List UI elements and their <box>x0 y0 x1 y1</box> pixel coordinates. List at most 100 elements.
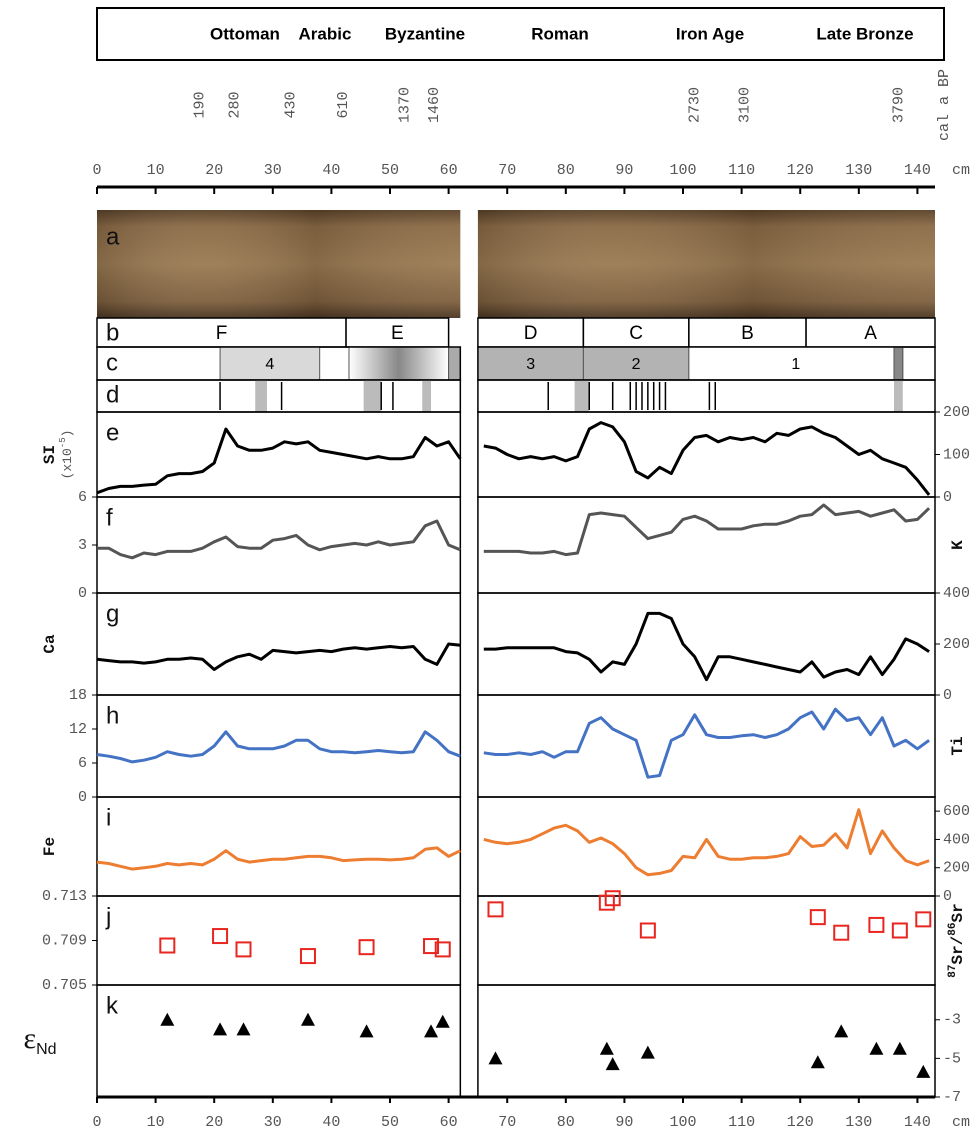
x-tick-label: 100 <box>670 162 697 179</box>
y-tick-label: 100 <box>943 446 970 463</box>
unit-label: B <box>741 323 754 344</box>
data-point <box>891 922 908 939</box>
panel-letter: h <box>106 702 119 729</box>
data-point <box>604 890 621 907</box>
y-tick-label: -3 <box>943 1012 961 1029</box>
data-point <box>916 1064 931 1078</box>
panel-frame <box>96 496 462 594</box>
data-point <box>599 1041 614 1055</box>
data-line <box>97 503 931 560</box>
panel-frame <box>477 496 936 594</box>
panel-frame <box>96 379 462 413</box>
panel-frame <box>477 694 936 798</box>
data-point <box>640 1045 655 1059</box>
data-point <box>639 922 656 939</box>
data-point <box>424 1024 439 1038</box>
data-point <box>299 948 316 965</box>
x-tick-label: 60 <box>440 162 458 179</box>
panel-frame <box>477 379 936 413</box>
marker-band <box>255 380 267 412</box>
data-point <box>868 916 885 933</box>
unit-label: A <box>864 323 877 344</box>
y-axis-label: 87Sr/86Sr <box>947 903 967 977</box>
y-tick-label: -5 <box>943 1050 961 1067</box>
x-tick-label: 20 <box>205 1114 223 1131</box>
age-label: 280 <box>227 91 244 118</box>
data-line <box>96 707 930 779</box>
period-label: Byzantine <box>385 24 465 43</box>
zone-label: 4 <box>265 356 274 373</box>
y-axis-label-part: 87 <box>947 965 959 978</box>
panel-frame <box>477 411 936 498</box>
panel-frame <box>96 984 462 1098</box>
x-tick-label: 40 <box>322 162 340 179</box>
data-point <box>300 1012 315 1026</box>
period-label: Ottoman <box>210 24 280 43</box>
panel-frame <box>477 796 936 897</box>
y-tick-label: 400 <box>943 585 970 602</box>
period-box <box>96 7 945 61</box>
data-point <box>213 1022 228 1036</box>
x-tick-label: 90 <box>615 162 633 179</box>
x-unit: cm <box>952 162 970 179</box>
x-tick-label: 130 <box>845 162 872 179</box>
age-label: 1460 <box>426 87 443 123</box>
x-tick-label: 100 <box>670 1114 697 1131</box>
y-tick-label: 0 <box>943 687 952 704</box>
unit-label: C <box>629 323 643 344</box>
x-tick-label: 0 <box>92 162 101 179</box>
panel-letter: i <box>106 804 111 831</box>
panel-frame <box>96 796 462 897</box>
panel-letter: d <box>106 381 119 408</box>
y-tick-label: 200 <box>943 636 970 653</box>
zone-label: 2 <box>632 356 641 373</box>
data-point <box>598 894 615 911</box>
zone-label: 1 <box>791 356 800 373</box>
y-tick-label: 0 <box>943 888 952 905</box>
y-axis-label-part: Fe <box>41 837 59 856</box>
period-label: Late Bronze <box>816 24 913 43</box>
data-point <box>488 1051 503 1065</box>
y-tick-label: 0.713 <box>42 888 87 905</box>
panel-letter: e <box>106 419 119 446</box>
x-tick-label: 140 <box>904 1114 931 1131</box>
y-tick-label: 200 <box>943 404 970 421</box>
y-tick-label: 6 <box>78 755 87 772</box>
zone <box>348 346 450 381</box>
x-tick-label: 30 <box>264 1114 282 1131</box>
core-photo-shade <box>97 210 461 318</box>
y-tick-label: 3 <box>78 537 87 554</box>
panel-frame <box>96 895 462 986</box>
panel-frame <box>96 592 462 696</box>
zone <box>448 346 461 381</box>
y-tick-label: 6 <box>78 489 87 506</box>
data-point <box>159 937 176 954</box>
y-axis-label-part: 86 <box>947 922 959 935</box>
data-point <box>892 1041 907 1055</box>
data-line <box>96 808 930 877</box>
y-axis-label-part: Sr/ <box>949 936 967 965</box>
panel-letter: j <box>105 903 111 930</box>
x-tick-label: 50 <box>381 162 399 179</box>
x-tick-label: 30 <box>264 162 282 179</box>
marker-band <box>574 380 590 412</box>
y-axis-label-part: Ti <box>949 736 967 755</box>
y-axis-label-part: K <box>949 540 967 550</box>
y-axis-label-part: ε <box>23 1022 36 1055</box>
x-tick-label: 120 <box>787 162 814 179</box>
panel-frame <box>477 984 936 1098</box>
age-label: 1370 <box>397 87 414 123</box>
data-point <box>869 1041 884 1055</box>
panel-frame <box>477 895 936 986</box>
data-point <box>810 1055 825 1069</box>
data-point <box>235 941 252 958</box>
x-tick-label: 10 <box>147 1114 165 1131</box>
y-axis-unit-part: (x10 <box>60 448 75 479</box>
data-point <box>236 1022 251 1036</box>
x-tick-label: 0 <box>92 1114 101 1131</box>
unit <box>477 317 585 348</box>
x-tick-label: 140 <box>904 162 931 179</box>
y-tick-label: 400 <box>943 831 970 848</box>
x-tick-label: 20 <box>205 162 223 179</box>
